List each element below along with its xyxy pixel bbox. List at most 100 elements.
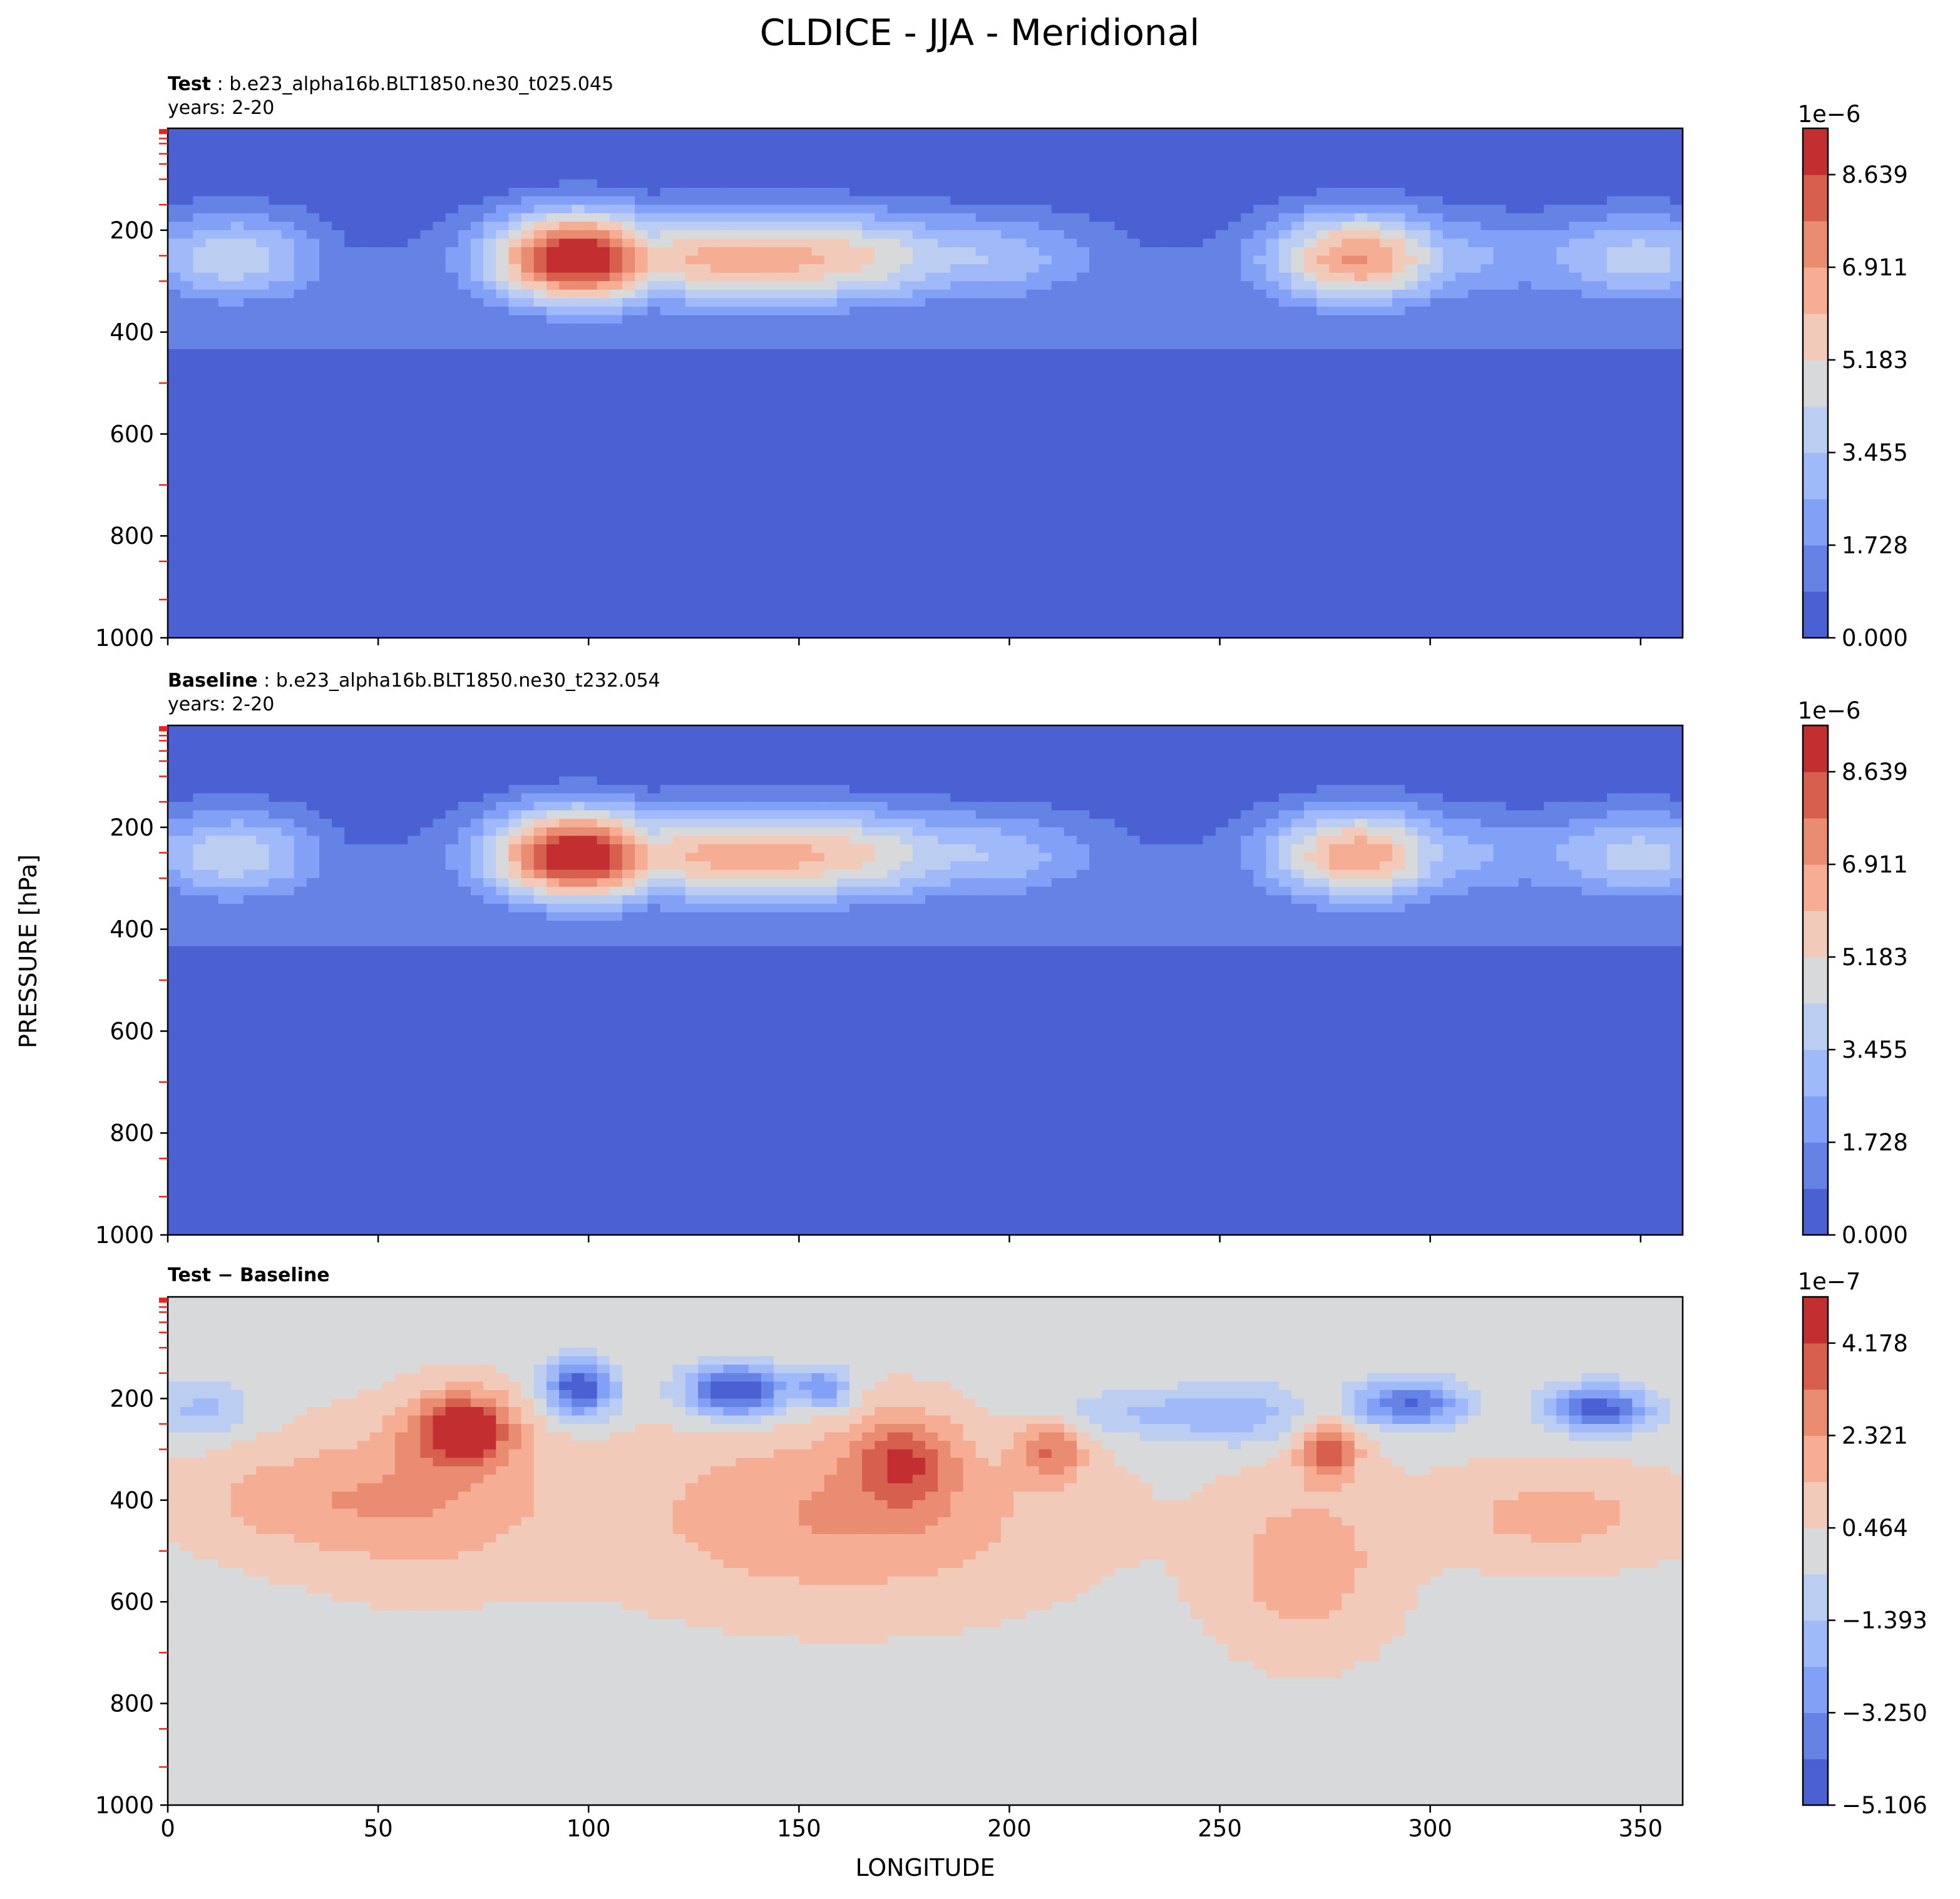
heatmap-cell <box>698 145 711 155</box>
heatmap-cell <box>672 196 686 205</box>
heatmap-cell <box>711 264 724 274</box>
heatmap-cell <box>1468 459 1482 469</box>
heatmap-cell <box>1442 451 1456 460</box>
heatmap-cell <box>1039 357 1052 367</box>
heatmap-cell <box>1531 145 1544 155</box>
heatmap-cell <box>1102 315 1116 324</box>
heatmap-cell <box>938 451 952 460</box>
heatmap-cell <box>1342 459 1355 469</box>
heatmap-cell <box>533 332 547 341</box>
heatmap-cell <box>357 153 371 163</box>
heatmap-cell <box>244 374 257 384</box>
heatmap-cell <box>168 205 181 214</box>
heatmap-cell <box>836 247 850 257</box>
heatmap-cell <box>925 247 938 257</box>
heatmap-cell <box>281 383 295 392</box>
heatmap-cell <box>458 264 471 274</box>
heatmap-cell <box>938 247 952 257</box>
heatmap-cell <box>1544 264 1557 274</box>
heatmap-cell <box>1051 442 1065 452</box>
heatmap-cell <box>711 153 724 163</box>
heatmap-cell <box>1253 298 1267 307</box>
heatmap-cell <box>533 255 547 265</box>
heatmap-cell <box>1203 434 1216 443</box>
heatmap-cell <box>1077 136 1090 146</box>
heatmap-cell <box>875 272 888 282</box>
heatmap-cell <box>218 128 232 138</box>
heatmap-cell <box>1417 459 1431 469</box>
heatmap-cell <box>433 468 446 478</box>
heatmap-cell <box>647 451 661 460</box>
heatmap-cell <box>723 170 737 180</box>
heatmap-cell <box>1039 196 1052 205</box>
heatmap-cell <box>811 459 825 469</box>
heatmap-cell <box>306 153 320 163</box>
heatmap-cell <box>711 306 724 316</box>
heatmap-cell <box>1480 153 1494 163</box>
heatmap-cell <box>420 264 434 274</box>
heatmap-cell <box>887 196 901 205</box>
heatmap-cell <box>1051 213 1065 223</box>
heatmap-cell <box>1468 162 1482 171</box>
heatmap-cell <box>433 340 446 350</box>
heatmap-cell <box>244 468 257 478</box>
heatmap-cell <box>1493 349 1507 359</box>
heatmap-cell <box>180 136 194 146</box>
heatmap-cell <box>887 272 901 282</box>
heatmap-cell <box>736 425 749 435</box>
heatmap-cell <box>205 434 219 443</box>
heatmap-cell <box>647 264 661 274</box>
heatmap-cell <box>521 128 535 138</box>
heatmap-cell <box>1544 434 1557 443</box>
heatmap-cell <box>1127 324 1141 333</box>
heatmap-cell <box>1367 391 1380 401</box>
heatmap-cell <box>748 264 762 274</box>
heatmap-cell <box>244 187 257 197</box>
heatmap-cell <box>1001 128 1014 138</box>
heatmap-cell <box>736 306 749 316</box>
heatmap-cell <box>1657 408 1671 418</box>
heatmap-cell <box>660 247 674 257</box>
heatmap-cell <box>887 417 901 426</box>
heatmap-cell <box>711 162 724 171</box>
heatmap-cell <box>824 162 838 171</box>
heatmap-cell <box>1607 425 1620 435</box>
heatmap-cell <box>1039 374 1052 384</box>
heatmap-cell <box>799 272 813 282</box>
heatmap-cell <box>294 222 307 231</box>
heatmap-cell <box>1556 468 1570 478</box>
heatmap-cell <box>1455 391 1469 401</box>
heatmap-cell <box>950 332 964 341</box>
heatmap-cell <box>1670 315 1683 324</box>
heatmap-cell <box>445 255 459 265</box>
heatmap-cell <box>647 196 661 205</box>
heatmap-cell <box>1506 238 1519 248</box>
heatmap-cell <box>1531 374 1544 384</box>
heatmap-cell <box>1556 272 1570 282</box>
heatmap-cell <box>1152 391 1166 401</box>
heatmap-cell <box>546 298 560 307</box>
heatmap-cell <box>925 255 938 265</box>
heatmap-cell <box>786 145 800 155</box>
heatmap-cell <box>1632 374 1646 384</box>
heatmap-cell <box>168 187 181 197</box>
heatmap-cell <box>319 213 332 223</box>
heatmap-cell <box>1506 324 1519 333</box>
heatmap-cell <box>395 213 408 223</box>
heatmap-cell <box>344 451 358 460</box>
heatmap-cell <box>1203 306 1216 316</box>
heatmap-cell <box>521 383 535 392</box>
heatmap-cell <box>433 315 446 324</box>
heatmap-cell <box>849 315 863 324</box>
heatmap-cell <box>1051 136 1065 146</box>
heatmap-cell <box>1480 205 1494 214</box>
heatmap-cell <box>395 417 408 426</box>
heatmap-cell <box>975 136 989 146</box>
heatmap-cell <box>975 340 989 350</box>
heatmap-cell <box>736 289 749 299</box>
heatmap-cell <box>950 357 964 367</box>
heatmap-cell <box>1304 238 1317 248</box>
heatmap-cell <box>824 145 838 155</box>
heatmap-cell <box>698 366 711 376</box>
heatmap-cell <box>1064 349 1077 359</box>
